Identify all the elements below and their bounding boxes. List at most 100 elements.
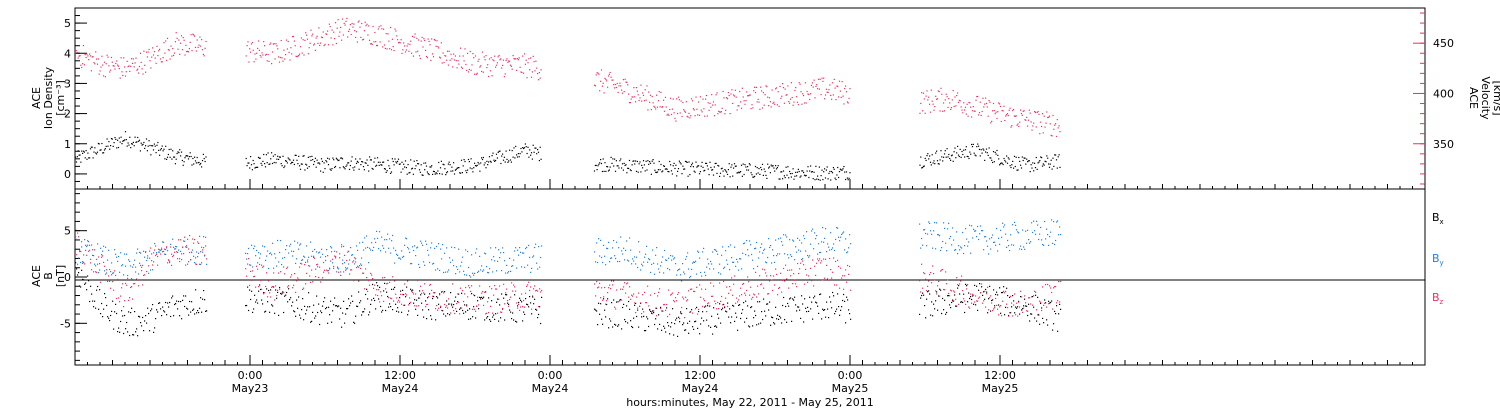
point	[945, 93, 947, 95]
point	[1026, 242, 1028, 244]
point	[456, 167, 458, 169]
point	[441, 258, 443, 260]
point	[524, 313, 526, 315]
point	[264, 163, 266, 165]
point	[1051, 300, 1053, 302]
point	[481, 296, 483, 298]
point	[458, 301, 460, 303]
point	[389, 281, 391, 283]
point	[279, 288, 281, 290]
point	[597, 72, 599, 74]
point	[525, 292, 527, 294]
point	[80, 161, 82, 163]
point	[648, 305, 650, 307]
point	[596, 242, 598, 244]
point	[177, 48, 179, 50]
point	[298, 155, 300, 157]
point	[948, 153, 950, 156]
point	[245, 55, 247, 57]
point	[533, 303, 535, 305]
point	[794, 259, 796, 261]
point	[279, 156, 281, 158]
point	[331, 247, 333, 249]
point	[407, 164, 409, 166]
point	[1011, 125, 1013, 127]
point	[674, 117, 676, 119]
point	[985, 102, 988, 105]
point	[506, 264, 508, 266]
point	[661, 171, 663, 173]
point	[76, 238, 78, 240]
point	[693, 109, 695, 111]
point	[818, 260, 820, 262]
point	[245, 305, 247, 307]
point	[170, 148, 172, 150]
point	[379, 286, 381, 288]
point	[618, 324, 620, 326]
point	[933, 303, 935, 305]
point	[694, 171, 696, 173]
point	[624, 259, 626, 261]
point	[537, 290, 539, 292]
point	[722, 170, 724, 172]
point	[378, 298, 380, 300]
point	[686, 256, 688, 258]
point	[1023, 305, 1025, 307]
point	[187, 158, 190, 160]
point	[379, 41, 381, 43]
point	[430, 59, 432, 61]
point	[182, 164, 184, 166]
point	[726, 173, 729, 175]
point	[921, 237, 923, 240]
point	[92, 254, 94, 256]
point	[960, 106, 962, 108]
point	[620, 85, 622, 87]
point	[449, 257, 451, 259]
point	[457, 268, 459, 271]
point	[203, 55, 205, 57]
point	[719, 282, 721, 284]
point	[989, 238, 991, 240]
point	[332, 157, 334, 159]
point	[314, 317, 316, 319]
point	[828, 246, 830, 248]
point	[105, 246, 107, 248]
point	[968, 306, 970, 308]
point	[954, 249, 956, 251]
point	[655, 108, 657, 110]
point	[356, 245, 358, 247]
point	[293, 250, 295, 253]
point	[138, 140, 140, 142]
point	[651, 263, 653, 265]
point	[410, 159, 412, 161]
top-panel-frame	[74, 7, 1426, 190]
point	[511, 282, 513, 284]
point	[707, 303, 709, 305]
point	[350, 33, 352, 36]
point	[78, 236, 80, 238]
point	[665, 331, 667, 333]
point	[399, 301, 401, 303]
point	[984, 298, 986, 300]
point	[602, 299, 604, 301]
point	[439, 294, 441, 296]
point	[713, 285, 715, 287]
point	[700, 323, 702, 325]
point	[112, 272, 114, 274]
point	[369, 43, 372, 45]
point	[846, 177, 848, 179]
point	[339, 257, 341, 259]
point	[943, 110, 946, 112]
point	[642, 308, 644, 310]
point	[969, 307, 971, 309]
point	[134, 282, 136, 285]
point	[678, 160, 680, 162]
point	[166, 59, 168, 62]
point	[1013, 155, 1016, 157]
point	[1042, 317, 1044, 319]
point	[110, 56, 113, 59]
point	[970, 153, 972, 155]
point	[256, 52, 258, 54]
point	[758, 323, 760, 325]
point	[157, 311, 159, 313]
